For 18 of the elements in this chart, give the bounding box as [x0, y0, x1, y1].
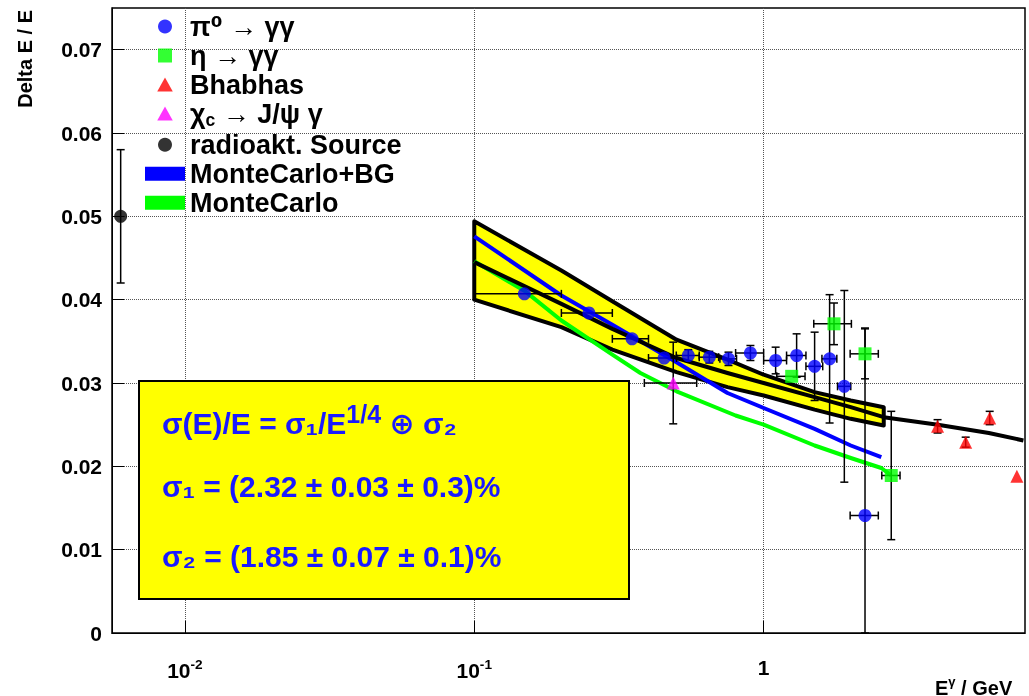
- y-tick-label: 0.07: [61, 38, 102, 62]
- y-tick-label: 0: [90, 621, 102, 645]
- y-tick-label: 0.01: [61, 538, 103, 562]
- x-tick-label: 1: [757, 656, 770, 679]
- legend-label: MonteCarlo: [190, 187, 339, 218]
- y-tick-label: 0.02: [61, 454, 102, 478]
- y-tick-label: 0.03: [61, 371, 102, 395]
- legend-label: π⁰ → γγ: [190, 11, 295, 42]
- y-tick-label: 0.05: [61, 204, 103, 228]
- formula-box: σ(E)/E = σ₁/E$^{1/4}$ ⊕ σ₂ σ₁ = (2.32 ± 0.03 ± 0.3)% σ₂ = (1.85 ± 0.07 ± 0.1)%: [138, 380, 630, 600]
- y-tick-label: 0.06: [61, 121, 102, 145]
- legend-label: radioakt. Source: [190, 129, 402, 160]
- legend-label: MonteCarlo+BG: [190, 158, 395, 189]
- annotation: σ(E)/E = σ₁/E$^{1/4}$ ⊕ σ₂: [162, 400, 457, 441]
- y-tick-label: 0.04: [61, 288, 103, 312]
- annotation: σ₂ = (1.85 ± 0.07 ± 0.1)%: [162, 540, 502, 574]
- y-axis-title: Delta E / E: [14, 10, 37, 108]
- annotation: σ₁ = (2.32 ± 0.03 ± 0.3)%: [162, 470, 501, 504]
